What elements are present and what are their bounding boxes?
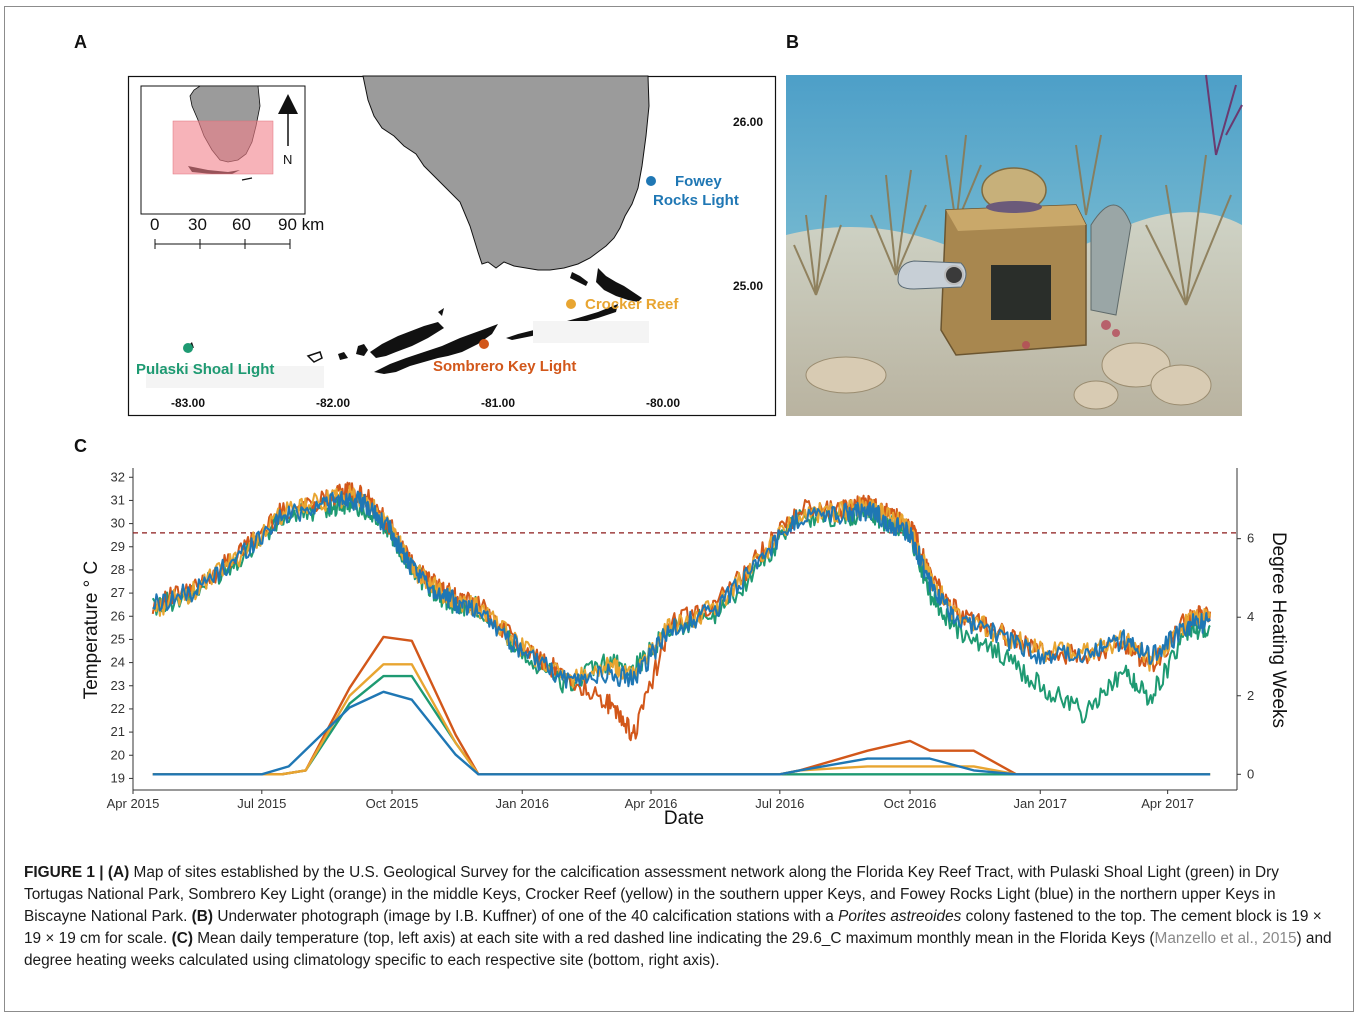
- y-tick-label-left: 29: [111, 539, 125, 554]
- y-tick-label-left: 23: [111, 678, 125, 693]
- caption-label: FIGURE 1 |: [24, 864, 108, 881]
- site-label-fowey-line2: Rocks Light: [653, 192, 739, 209]
- x-tick-label: Jul 2016: [755, 796, 804, 811]
- y-tick-label-left: 22: [111, 701, 125, 716]
- panel-label-c: C: [74, 436, 87, 456]
- y-axis-label-left: Temperature ° C: [81, 561, 102, 700]
- caption-c-tag: (C): [171, 930, 193, 947]
- florida-mainland: [362, 75, 650, 271]
- y-tick-label-left: 30: [111, 516, 125, 531]
- y-tick-label-left: 26: [111, 608, 125, 623]
- caption-c-text2: ) and degree heating weeks calculated us…: [24, 930, 1332, 969]
- y-tick-label-left: 19: [111, 770, 125, 785]
- caption-b-text2: colony fastened to the top. The cement b…: [24, 908, 1322, 947]
- caption-a-tag: (A): [107, 864, 130, 881]
- y-tick-label-left: 28: [111, 562, 125, 577]
- inset-locator-map: N: [140, 85, 306, 215]
- site-label-sombrero: Sombrero Key Light: [433, 358, 576, 375]
- x-tick-label: Jul 2015: [237, 796, 286, 811]
- scale-tick: 0: [150, 215, 159, 234]
- lat-tick: 26.00: [733, 115, 763, 129]
- caption-a-text: Map of sites established by the U.S. Geo…: [24, 864, 1279, 925]
- site-marker-sombrero: [479, 339, 489, 349]
- y-tick-label-left: 25: [111, 631, 125, 646]
- y-tick-label-right: 6: [1247, 531, 1254, 546]
- panel-label-b: B: [786, 32, 799, 52]
- lon-tick: -82.00: [316, 396, 350, 410]
- x-tick-label: Oct 2016: [884, 796, 937, 811]
- scale-bar: 0 30 60 90 km: [150, 215, 324, 249]
- x-tick-label: Jan 2016: [495, 796, 549, 811]
- north-arrow-icon: [278, 94, 298, 114]
- caption-c-text: Mean daily temperature (top, left axis) …: [192, 930, 1155, 947]
- y-tick-label-left: 21: [111, 724, 125, 739]
- y-tick-label-right: 4: [1247, 609, 1254, 624]
- x-tick-label: Apr 2016: [625, 796, 678, 811]
- figure-frame: [4, 6, 1354, 1012]
- florida-keys: [596, 268, 642, 302]
- caption-species: Porites astreoides: [838, 908, 962, 925]
- y-tick-label-left: 32: [111, 469, 125, 484]
- site-label-fowey-line1: Fowey: [675, 173, 722, 190]
- scale-tick: 60: [232, 215, 251, 234]
- caption-b-tag: (B): [191, 908, 214, 925]
- figure-caption: FIGURE 1 | (A) Map of sites established …: [24, 862, 1336, 972]
- y-tick-label-left: 31: [111, 492, 125, 507]
- site-map: N 0 30 60 90 km Fowey Rocks Light Crocke…: [127, 75, 777, 417]
- lon-tick: -81.00: [481, 396, 515, 410]
- y-tick-label-left: 20: [111, 747, 125, 762]
- scale-tick: 90 km: [278, 215, 324, 234]
- caption-reference-link[interactable]: Manzello et al., 2015: [1154, 930, 1297, 947]
- x-axis-label: Date: [664, 808, 704, 829]
- scale-tick: 30: [188, 215, 207, 234]
- panel-label-a: A: [74, 32, 87, 52]
- temperature-series-line: [152, 490, 1211, 689]
- x-tick-label: Apr 2015: [107, 796, 160, 811]
- site-label-pulaski: Pulaski Shoal Light: [136, 361, 274, 378]
- y-tick-label-left: 24: [111, 655, 125, 670]
- lat-tick: 25.00: [733, 279, 763, 293]
- y-tick-label-right: 2: [1247, 688, 1254, 703]
- site-marker-pulaski: [183, 343, 193, 353]
- x-tick-label: Apr 2017: [1141, 796, 1194, 811]
- site-marker-fowey: [646, 176, 656, 186]
- y-tick-label-right: 0: [1247, 766, 1254, 781]
- y-tick-label-left: 27: [111, 585, 125, 600]
- caption-b-text: Underwater photograph (image by I.B. Kuf…: [213, 908, 839, 925]
- x-tick-label: Jan 2017: [1014, 796, 1068, 811]
- lon-tick: -80.00: [646, 396, 680, 410]
- x-tick-label: Oct 2015: [366, 796, 419, 811]
- underwater-photo: [786, 74, 1243, 416]
- site-label-crocker: Crocker Reef: [585, 296, 679, 313]
- y-axis-label-right: Degree Heating Weeks: [1268, 532, 1289, 728]
- lon-tick: -83.00: [171, 396, 205, 410]
- north-label: N: [283, 152, 292, 167]
- site-marker-crocker: [566, 299, 576, 309]
- dhw-series-line: [152, 690, 1211, 776]
